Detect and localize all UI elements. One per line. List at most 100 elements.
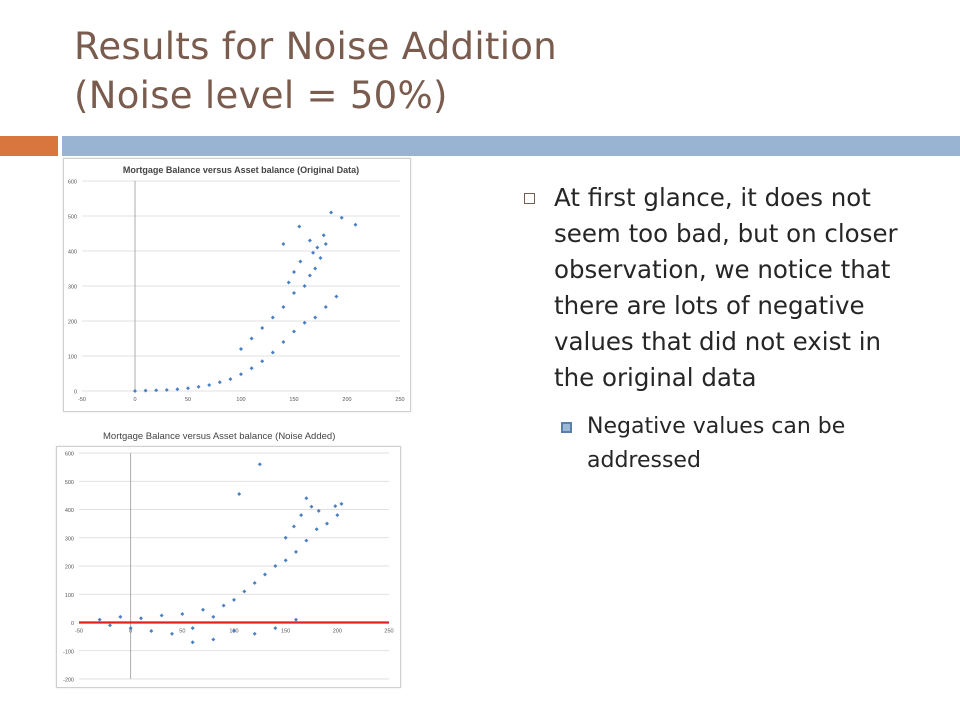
data-point <box>323 242 328 246</box>
data-point <box>221 603 226 608</box>
y-tick-label: 200 <box>68 320 77 326</box>
data-point <box>321 233 326 238</box>
bullet-sub: Negative values can be addressed <box>561 410 924 478</box>
bullet-list: At first glance, it does not seem too ba… <box>524 180 924 478</box>
data-point <box>304 496 309 501</box>
y-tick-label: 100 <box>65 593 74 599</box>
y-tick-label: 500 <box>65 480 74 486</box>
data-point <box>281 340 286 344</box>
x-tick-label: -50 <box>75 629 83 635</box>
data-point <box>97 617 102 622</box>
data-point <box>302 320 307 325</box>
chart-noise: -200-1000100200300400500600-500501001502… <box>56 446 401 688</box>
data-point <box>239 347 243 351</box>
data-point <box>242 589 247 594</box>
data-point <box>298 259 303 264</box>
x-tick-label: 200 <box>333 629 342 635</box>
data-point <box>149 628 154 633</box>
data-point <box>273 626 278 631</box>
data-point <box>297 224 302 229</box>
slide-title: Results for Noise Addition (Noise level … <box>74 22 934 120</box>
data-point <box>309 504 314 509</box>
data-point <box>270 315 275 320</box>
data-point <box>196 384 201 389</box>
chart-title: Mortgage Balance versus Asset balance (O… <box>123 165 359 175</box>
data-point <box>311 250 316 255</box>
data-point <box>190 626 195 631</box>
data-point <box>323 305 328 309</box>
data-point <box>118 614 123 619</box>
y-tick-label: 600 <box>65 452 74 458</box>
data-point <box>334 294 339 299</box>
accent-bar <box>0 136 58 156</box>
data-point <box>325 521 329 526</box>
x-tick-label: 250 <box>395 397 404 403</box>
data-point <box>281 242 286 246</box>
data-point <box>302 284 307 288</box>
data-point <box>249 366 254 371</box>
data-point <box>281 305 286 309</box>
data-point <box>133 389 137 393</box>
data-point <box>304 538 309 543</box>
data-point <box>252 580 257 585</box>
data-point <box>294 617 298 622</box>
data-point <box>353 222 358 227</box>
data-point <box>333 504 338 509</box>
data-point <box>139 616 143 621</box>
data-point <box>292 291 296 295</box>
x-tick-label: 150 <box>289 397 298 403</box>
x-tick-label: 50 <box>179 629 185 635</box>
header-bar <box>62 136 960 156</box>
data-point <box>154 388 159 393</box>
x-tick-label: -50 <box>78 397 86 403</box>
data-point <box>307 238 312 243</box>
data-point <box>339 501 344 506</box>
data-point <box>186 386 190 391</box>
x-tick-label: 50 <box>185 397 191 403</box>
data-point <box>315 245 320 250</box>
data-point <box>217 380 222 385</box>
chart-original-svg: Mortgage Balance versus Asset balance (O… <box>68 165 405 403</box>
chart-noise-svg: -200-1000100200300400500600-500501001502… <box>63 452 394 684</box>
x-tick-label: 150 <box>281 629 290 635</box>
data-point <box>207 383 212 388</box>
data-point <box>273 564 278 568</box>
bullet-sub-text: Negative values can be addressed <box>587 414 846 473</box>
bullet-main: At first glance, it does not seem too ba… <box>524 180 924 396</box>
x-tick-label: 0 <box>133 397 136 403</box>
data-point <box>335 513 340 518</box>
y-tick-label: 200 <box>65 565 74 571</box>
data-point <box>239 372 243 377</box>
data-point <box>291 524 296 529</box>
data-point <box>294 549 298 554</box>
y-tick-label: -200 <box>63 678 74 684</box>
data-point <box>180 612 185 617</box>
data-point <box>143 388 148 393</box>
data-point <box>249 336 254 341</box>
data-point <box>286 280 291 285</box>
data-point <box>299 513 304 518</box>
data-point <box>237 491 242 496</box>
filled-square-bullet-icon <box>561 422 572 433</box>
x-tick-label: 100 <box>236 397 245 403</box>
data-point <box>190 640 195 645</box>
data-point <box>201 607 205 612</box>
data-point <box>283 535 288 540</box>
x-tick-label: 0 <box>129 629 132 635</box>
chart-original: Mortgage Balance versus Asset balance (O… <box>63 158 411 412</box>
data-point <box>313 315 318 320</box>
data-point <box>307 273 312 278</box>
x-tick-label: 200 <box>342 397 351 403</box>
data-point <box>329 210 334 215</box>
slide-title-line1: Results for Noise Addition <box>74 25 557 68</box>
data-point <box>211 637 216 642</box>
x-tick-label: 250 <box>384 629 393 635</box>
data-point <box>292 270 296 274</box>
data-point <box>228 377 233 382</box>
y-tick-label: 300 <box>68 285 77 291</box>
y-tick-label: 500 <box>68 215 77 221</box>
bullet-main-text: At first glance, it does not seem too ba… <box>554 183 898 392</box>
square-bullet-icon <box>524 193 535 204</box>
data-point <box>283 558 288 563</box>
data-point <box>170 631 174 636</box>
